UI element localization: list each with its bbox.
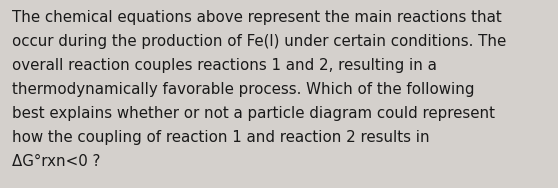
Text: occur during the production of Fe(l) under certain conditions. The: occur during the production of Fe(l) und… <box>12 34 506 49</box>
Text: The chemical equations above represent the main reactions that: The chemical equations above represent t… <box>12 10 502 25</box>
Text: how the coupling of reaction 1 and reaction 2 results in: how the coupling of reaction 1 and react… <box>12 130 430 145</box>
Text: ΔG°rxn<0 ?: ΔG°rxn<0 ? <box>12 154 100 169</box>
Text: best explains whether or not a particle diagram could represent: best explains whether or not a particle … <box>12 106 495 121</box>
Text: overall reaction couples reactions 1 and 2, resulting in a: overall reaction couples reactions 1 and… <box>12 58 437 73</box>
Text: thermodynamically favorable process. Which of the following: thermodynamically favorable process. Whi… <box>12 82 474 97</box>
